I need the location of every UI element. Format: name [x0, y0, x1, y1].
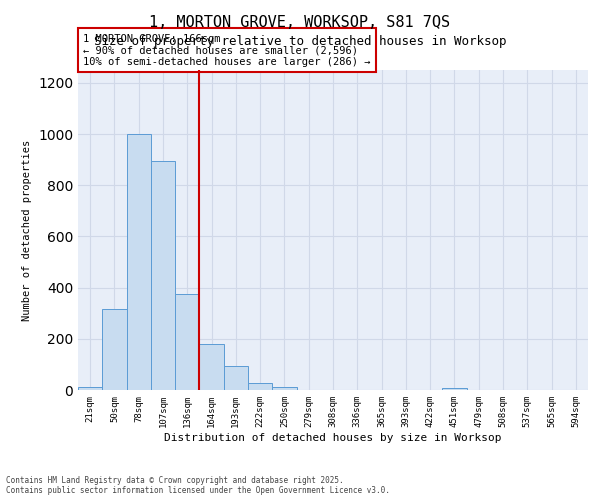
Bar	[78, 388, 102, 390]
Text: Size of property relative to detached houses in Worksop: Size of property relative to detached ho…	[94, 35, 506, 48]
Bar	[248, 383, 272, 390]
Bar	[175, 294, 199, 390]
Bar	[442, 388, 467, 390]
Bar	[199, 344, 224, 390]
Y-axis label: Number of detached properties: Number of detached properties	[22, 140, 32, 320]
Bar	[224, 366, 248, 390]
Text: 1, MORTON GROVE, WORKSOP, S81 7QS: 1, MORTON GROVE, WORKSOP, S81 7QS	[149, 15, 451, 30]
Bar	[127, 134, 151, 390]
Bar	[272, 387, 296, 390]
Text: Contains HM Land Registry data © Crown copyright and database right 2025.
Contai: Contains HM Land Registry data © Crown c…	[6, 476, 390, 495]
Text: 1 MORTON GROVE: 166sqm
← 90% of detached houses are smaller (2,596)
10% of semi-: 1 MORTON GROVE: 166sqm ← 90% of detached…	[83, 34, 371, 67]
Bar	[151, 161, 175, 390]
X-axis label: Distribution of detached houses by size in Worksop: Distribution of detached houses by size …	[164, 432, 502, 442]
Bar	[102, 310, 127, 390]
